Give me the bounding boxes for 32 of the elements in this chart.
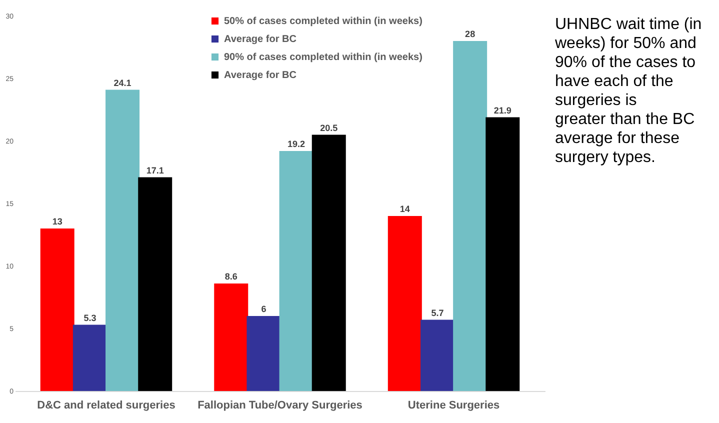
data-label: 19.2 [288, 139, 306, 149]
bar [246, 316, 281, 391]
text: UHNBC wait time (in weeks) for 50% and 90% of the cases to have each of the surgeries is greater than the BC average for these surgery types. [554, 16, 702, 166]
bar [106, 90, 140, 391]
data-label: 8.6 [224, 272, 238, 282]
x-tick-label: Uterine Surgeries [408, 400, 500, 412]
x-tick-label: D&C and related surgeries [37, 400, 176, 412]
legend-label: 50% of cases completed within (in weeks) [224, 16, 422, 27]
bar [453, 41, 488, 391]
data-label: 17.1 [146, 165, 164, 176]
bar [279, 151, 314, 391]
bar [72, 324, 107, 391]
bar [388, 216, 422, 391]
data-label: 6 [261, 304, 266, 314]
x-tick-label: Fallopian Tube/Ovary Surgeries [198, 400, 362, 412]
bar [420, 320, 454, 391]
bar [138, 177, 172, 391]
data-label: 24.1 [114, 78, 132, 88]
data-label: 5.3 [84, 312, 96, 323]
data-label: 28 [465, 29, 476, 39]
bar [40, 228, 74, 391]
data-label: 5.7 [431, 308, 444, 318]
legend-label: Average for BC [224, 70, 296, 81]
legend-label: Average for BC [224, 34, 296, 45]
data-label: 20.5 [320, 122, 338, 133]
bar [214, 284, 248, 391]
data-label: 13 [52, 216, 62, 226]
data-label: 21.9 [494, 105, 512, 116]
legend-label: 90% of cases completed within (in weeks) [224, 52, 422, 63]
bar [486, 117, 520, 391]
bar [312, 134, 346, 391]
data-label: 14 [400, 204, 410, 214]
